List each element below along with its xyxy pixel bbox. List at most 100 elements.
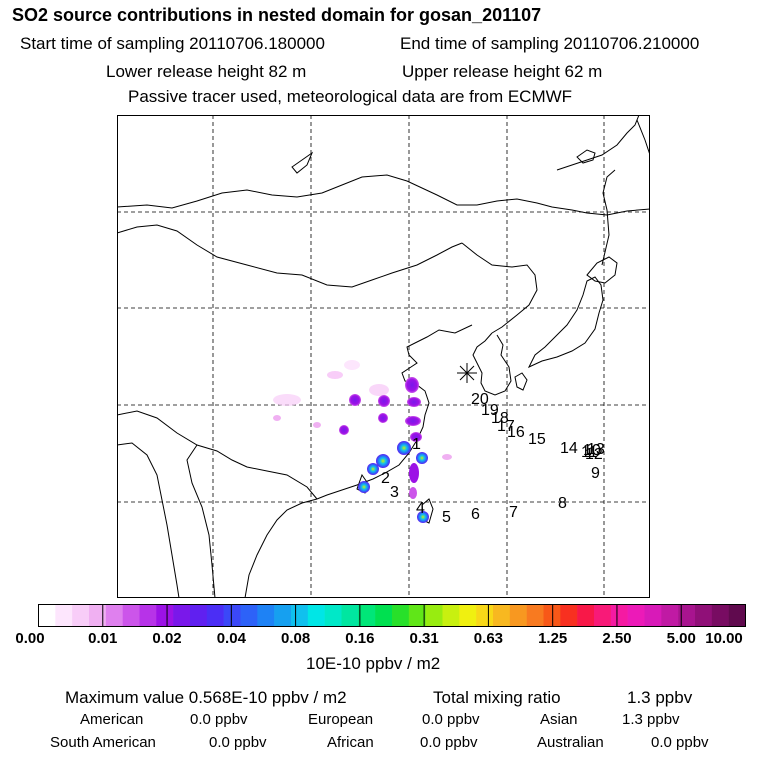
coastline-border bbox=[461, 242, 538, 334]
plume-spot bbox=[405, 377, 419, 393]
hotspot bbox=[416, 452, 428, 464]
colorbar-unit-label: 10E-10 ppbv / m2 bbox=[306, 654, 441, 673]
colorbar-swatch bbox=[139, 604, 157, 627]
colorbar-tick-label: 0.00 bbox=[15, 630, 45, 647]
plume-spot bbox=[410, 432, 422, 442]
colorbar-swatch bbox=[55, 604, 73, 627]
colorbar-swatch bbox=[408, 604, 426, 627]
coastline-border bbox=[601, 169, 616, 266]
coastline-border bbox=[117, 410, 318, 500]
trajectory-label: 10 bbox=[583, 442, 601, 459]
trajectory-label: 3 bbox=[390, 484, 399, 501]
colorbar-swatch bbox=[307, 604, 325, 627]
colorbar-swatch bbox=[324, 604, 342, 627]
receptor-star-icon bbox=[457, 363, 477, 383]
end-time-label: End time of sampling 20110706.210000 bbox=[400, 34, 700, 53]
colorbar-swatch bbox=[560, 604, 578, 627]
colorbar-swatch bbox=[577, 604, 595, 627]
trajectory-label: 2 bbox=[381, 470, 390, 487]
colorbar-swatch bbox=[341, 604, 359, 627]
trajectory-label: 7 bbox=[509, 504, 518, 521]
colorbar-swatch bbox=[543, 604, 561, 627]
colorbar-tick-label: 0.02 bbox=[152, 630, 182, 647]
tracer-note: Passive tracer used, meteorological data… bbox=[128, 87, 573, 106]
map-frame bbox=[117, 115, 650, 598]
colorbar bbox=[38, 604, 746, 627]
trajectory-label: 18 bbox=[491, 410, 509, 427]
trajectory-label: 11 bbox=[581, 444, 598, 461]
plume-spot bbox=[409, 463, 419, 483]
coastline-border bbox=[291, 151, 314, 174]
colorbar-tick-label: 5.00 bbox=[666, 630, 696, 647]
colorbar-swatch bbox=[442, 604, 460, 627]
region-value-australian: 0.0 ppbv bbox=[651, 734, 709, 751]
coastline-border bbox=[472, 332, 512, 396]
coastline-border bbox=[117, 224, 463, 288]
coastline-border bbox=[244, 498, 318, 598]
colorbar-swatch bbox=[594, 604, 612, 627]
plume-spot bbox=[339, 425, 349, 435]
colorbar-tick-label: 0.63 bbox=[473, 630, 504, 647]
coastline-border bbox=[514, 372, 528, 391]
upper-release-height-label: Upper release height 62 m bbox=[402, 62, 603, 81]
trajectory-label: 8 bbox=[558, 495, 567, 512]
colorbar-swatch bbox=[476, 604, 494, 627]
coastline-border bbox=[586, 256, 618, 284]
colorbar-swatch bbox=[156, 604, 174, 627]
coastline-border bbox=[186, 444, 216, 598]
region-value-african: 0.0 ppbv bbox=[420, 734, 478, 751]
colorbar-swatch bbox=[661, 604, 679, 627]
colorbar-swatch bbox=[274, 604, 292, 627]
colorbar-swatch bbox=[728, 604, 746, 627]
colorbar-swatch bbox=[190, 604, 208, 627]
colorbar-swatch bbox=[173, 604, 191, 627]
region-label-south-american: South American bbox=[50, 734, 156, 751]
trajectory-label: 16 bbox=[507, 424, 525, 441]
colorbar-swatch bbox=[509, 604, 527, 627]
colorbar-swatch bbox=[38, 604, 56, 627]
map-panel: 1 2 3 4 5 6 7 8 9 10 11 12 13 14 15 16 1… bbox=[117, 115, 650, 598]
plume-patch bbox=[327, 371, 343, 379]
colorbar-swatch bbox=[493, 604, 511, 627]
colorbar-tick-label: 0.08 bbox=[280, 630, 311, 647]
total-mixing-label: Total mixing ratio bbox=[433, 688, 561, 707]
colorbar-tick-label: 0.04 bbox=[216, 630, 246, 647]
region-label-australian: Australian bbox=[537, 734, 604, 751]
colorbar-swatch bbox=[711, 604, 729, 627]
colorbar-tick-label: 0.31 bbox=[409, 630, 439, 647]
coastline-border bbox=[117, 442, 180, 598]
hotspot bbox=[417, 511, 429, 523]
colorbar-swatch bbox=[644, 604, 662, 627]
plume-spot bbox=[349, 394, 361, 406]
trajectory-label: 19 bbox=[481, 402, 499, 419]
region-label-european: European bbox=[308, 711, 374, 728]
coastline-border bbox=[316, 324, 473, 500]
colorbar-swatch bbox=[223, 604, 241, 627]
lower-release-height-label: Lower release height 82 m bbox=[106, 62, 307, 81]
colorbar-swatch bbox=[695, 604, 713, 627]
coastline-border bbox=[636, 119, 650, 156]
region-value-south-american: 0.0 ppbv bbox=[209, 734, 267, 751]
plume-patch bbox=[344, 360, 360, 370]
colorbar-swatch bbox=[257, 604, 275, 627]
plume-patch bbox=[273, 415, 281, 421]
colorbar-swatch bbox=[240, 604, 258, 627]
colorbar-tick-label: 0.01 bbox=[88, 630, 118, 647]
max-value-label: Maximum value 0.568E-10 ppbv / m2 bbox=[65, 688, 347, 707]
plume-spot bbox=[407, 397, 421, 407]
coastline-border bbox=[556, 115, 640, 171]
total-mixing-value: 1.3 ppbv bbox=[627, 688, 693, 707]
region-label-african: African bbox=[327, 734, 374, 751]
hotspot bbox=[376, 454, 390, 468]
region-value-asian: 1.3 ppbv bbox=[622, 711, 680, 728]
plume-patch bbox=[369, 384, 389, 396]
colorbar-swatch bbox=[526, 604, 544, 627]
trajectory-label: 15 bbox=[528, 431, 546, 448]
plume-spot bbox=[409, 487, 417, 499]
region-label-american: American bbox=[80, 711, 144, 728]
plume-patch bbox=[273, 394, 301, 406]
map-title: SO2 source contributions in nested domai… bbox=[12, 5, 542, 25]
colorbar-swatch bbox=[678, 604, 696, 627]
trajectory-label: 12 bbox=[585, 446, 603, 463]
coastline-border bbox=[527, 276, 604, 369]
